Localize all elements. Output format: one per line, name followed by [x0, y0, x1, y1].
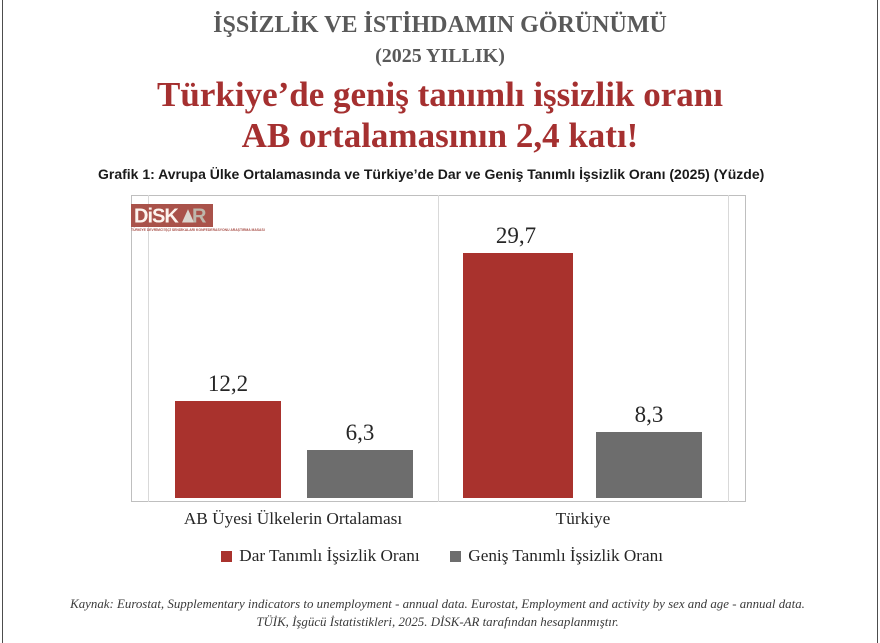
svg-text:R: R: [192, 206, 207, 228]
svg-text:DiSK: DiSK: [134, 206, 179, 228]
